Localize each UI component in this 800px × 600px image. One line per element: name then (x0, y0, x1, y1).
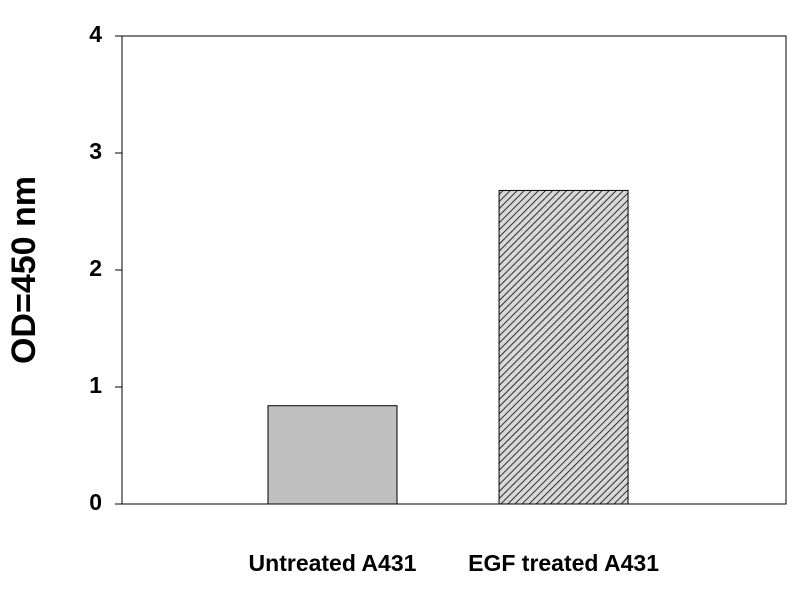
y-axis-label: OD=450 nm (5, 176, 43, 364)
y-tick-label: 0 (89, 489, 102, 515)
y-tick-label: 4 (89, 21, 102, 47)
bar (498, 189, 629, 505)
y-tick-label: 3 (89, 138, 102, 164)
plot-frame (121, 35, 787, 505)
x-tick-label: Untreated A431 (249, 550, 417, 576)
bar (267, 405, 398, 505)
y-tick-label: 1 (89, 372, 102, 398)
y-tick-label: 2 (89, 255, 102, 281)
x-tick-label: EGF treated A431 (468, 550, 659, 576)
